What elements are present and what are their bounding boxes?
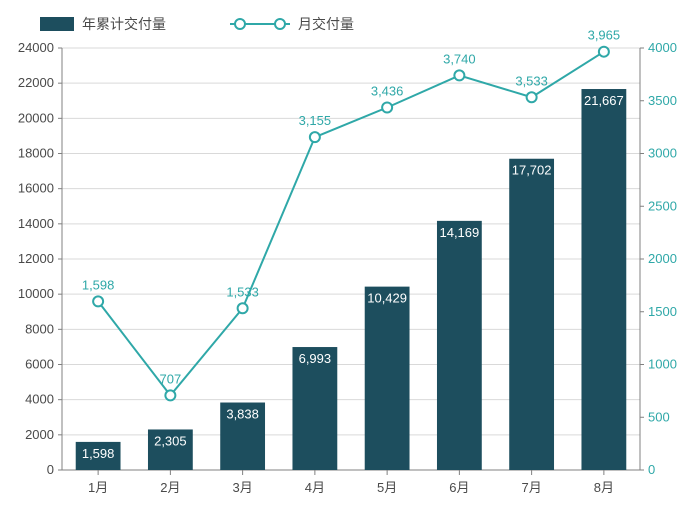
y-right-tick: 2000 xyxy=(648,251,677,266)
y-left-tick: 22000 xyxy=(18,75,54,90)
line-marker xyxy=(93,296,103,306)
y-left-tick: 8000 xyxy=(25,321,54,336)
x-category-label: 4月 xyxy=(305,480,325,495)
line-marker xyxy=(454,70,464,80)
y-left-tick: 0 xyxy=(47,462,54,477)
y-left-tick: 14000 xyxy=(18,216,54,231)
y-left-tick: 20000 xyxy=(18,110,54,125)
y-left-tick: 16000 xyxy=(18,181,54,196)
line-marker xyxy=(527,92,537,102)
bar-value-label: 14,169 xyxy=(439,225,479,240)
y-right-tick: 1000 xyxy=(648,357,677,372)
y-right-tick: 1500 xyxy=(648,304,677,319)
bar-value-label: 17,702 xyxy=(512,163,552,178)
delivery-chart: 0200040006000800010000120001400016000180… xyxy=(0,0,693,512)
bar xyxy=(581,89,626,470)
line-marker xyxy=(382,103,392,113)
y-right-tick: 2500 xyxy=(648,198,677,213)
y-right-tick: 500 xyxy=(648,409,670,424)
y-right-tick: 0 xyxy=(648,462,655,477)
legend-line-icon xyxy=(230,17,290,31)
line-value-label: 1,533 xyxy=(226,284,259,299)
line-value-label: 3,740 xyxy=(443,51,476,66)
y-left-tick: 12000 xyxy=(18,251,54,266)
x-category-label: 6月 xyxy=(449,480,469,495)
bar xyxy=(509,159,554,470)
bar-value-label: 1,598 xyxy=(82,446,115,461)
x-category-label: 1月 xyxy=(88,480,108,495)
legend-label: 年累计交付量 xyxy=(82,14,166,34)
y-left-tick: 2000 xyxy=(25,427,54,442)
y-left-tick: 10000 xyxy=(18,286,54,301)
line-marker xyxy=(310,132,320,142)
y-right-tick: 3500 xyxy=(648,93,677,108)
bar-value-label: 21,667 xyxy=(584,93,624,108)
legend-bar: 年累计交付量 xyxy=(40,14,166,34)
x-category-label: 3月 xyxy=(233,480,253,495)
bar xyxy=(365,287,410,470)
y-left-tick: 24000 xyxy=(18,40,54,55)
bar-value-label: 6,993 xyxy=(299,351,332,366)
line-value-label: 3,533 xyxy=(515,73,548,88)
y-left-tick: 6000 xyxy=(25,357,54,372)
line-value-label: 3,965 xyxy=(588,28,621,43)
bar xyxy=(437,221,482,470)
line-value-label: 3,436 xyxy=(371,84,404,99)
bar-value-label: 10,429 xyxy=(367,291,407,306)
bar-value-label: 2,305 xyxy=(154,433,187,448)
line-marker xyxy=(238,303,248,313)
y-right-tick: 4000 xyxy=(648,40,677,55)
x-category-label: 2月 xyxy=(160,480,180,495)
x-category-label: 7月 xyxy=(522,480,542,495)
line-value-label: 707 xyxy=(160,371,182,386)
y-left-tick: 18000 xyxy=(18,146,54,161)
line-marker xyxy=(599,47,609,57)
legend-line: 月交付量 xyxy=(230,14,354,34)
y-left-tick: 4000 xyxy=(25,392,54,407)
line-value-label: 3,155 xyxy=(299,113,332,128)
line-marker xyxy=(165,390,175,400)
bar-value-label: 3,838 xyxy=(226,407,259,422)
y-right-tick: 3000 xyxy=(648,146,677,161)
legend-label: 月交付量 xyxy=(298,14,354,34)
legend-swatch-icon xyxy=(40,17,74,31)
x-category-label: 8月 xyxy=(594,480,614,495)
line-value-label: 1,598 xyxy=(82,277,115,292)
x-category-label: 5月 xyxy=(377,480,397,495)
